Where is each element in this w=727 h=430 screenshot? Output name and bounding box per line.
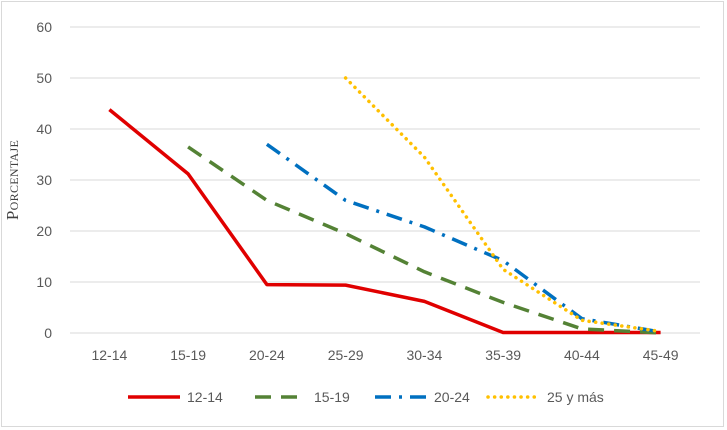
x-tick-label: 25-29 [328, 347, 364, 363]
series-line [265, 142, 661, 334]
y-axis-label: PORCENTAJE [3, 140, 22, 220]
x-tick-label: 45-49 [643, 347, 679, 363]
legend-label: 20-24 [434, 389, 470, 405]
y-tick-label: 60 [36, 19, 52, 35]
y-tick-label: 20 [36, 223, 52, 239]
gridlines [70, 26, 700, 334]
y-tick-labels: 0 10 20 30 40 50 60 [36, 19, 52, 341]
y-tick-label: 50 [36, 70, 52, 86]
x-tick-label: 20-24 [249, 347, 285, 363]
y-tick-label: 0 [44, 325, 52, 341]
series-line [187, 145, 661, 335]
legend-label: 12-14 [187, 389, 223, 405]
x-tick-label: 40-44 [564, 347, 600, 363]
legend: 12-14 15-19 20-24 25 y más [128, 389, 604, 405]
x-tick-labels: 12-14 15-19 20-24 25-29 30-34 35-39 40-44 45-49 [91, 347, 678, 363]
y-tick-label: 40 [36, 121, 52, 137]
x-tick-label: 30-34 [406, 347, 442, 363]
x-tick-label: 12-14 [91, 347, 127, 363]
legend-label: 25 y más [547, 389, 604, 405]
series-line [108, 108, 661, 335]
series-line [343, 76, 663, 334]
x-tick-label: 35-39 [485, 347, 521, 363]
series-lines [108, 76, 663, 335]
legend-label: 15-19 [314, 389, 350, 405]
y-tick-label: 10 [36, 274, 52, 290]
x-tick-label: 15-19 [170, 347, 206, 363]
y-tick-label: 30 [36, 172, 52, 188]
